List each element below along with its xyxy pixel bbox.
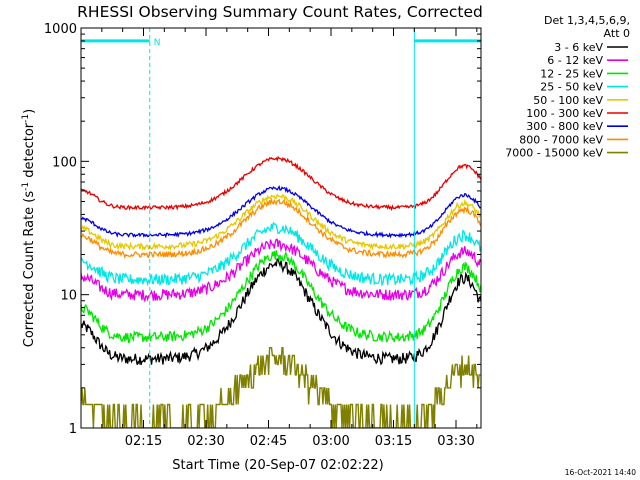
legend-label-0: 3 - 6 keV (554, 41, 603, 54)
legend-label-8: 7000 - 15000 keV (505, 147, 603, 160)
plot-frame (80, 27, 482, 429)
y-axis-label-end: ) (22, 109, 37, 114)
x-tick-label-5: 03:30 (437, 434, 474, 449)
footer-timestamp: 16-Oct-2021 14:40 (565, 468, 636, 477)
legend-label-3: 25 - 50 keV (540, 81, 603, 94)
legend-header-detectors: Det 1,3,4,5,6,9, (544, 14, 630, 27)
y-axis-label: Corrected Count Rate (s-1 detector-1) (21, 109, 37, 347)
y-axis-label-mid: detector (22, 122, 37, 182)
legend-label-1: 6 - 12 keV (547, 54, 603, 67)
x-tick-label-4: 03:15 (375, 434, 412, 449)
y-axis-label-sup1: -1 (21, 182, 31, 191)
y-tick-label-2: 100 (52, 155, 77, 170)
x-tick-label-0: 02:15 (125, 434, 162, 449)
y-tick-label-1: 10 (60, 289, 77, 304)
legend-label-6: 300 - 800 keV (526, 120, 603, 133)
series-line-8 (81, 347, 481, 428)
y-tick-label-0: 1 (69, 422, 77, 437)
y-tick-label-3: 1000 (44, 22, 77, 37)
legend-label-2: 12 - 25 keV (540, 67, 603, 80)
y-axis-label-sup2: -1 (21, 114, 31, 123)
legend-label-7: 800 - 7000 keV (519, 133, 603, 146)
x-tick-label-1: 02:30 (187, 434, 224, 449)
axes: N 1 10 100 1000 02:15 02:30 02:45 03:00 03:15 03:3… (44, 22, 482, 449)
legend-label-5: 100 - 300 keV (526, 107, 603, 120)
chart-title: RHESSI Observing Summary Count Rates, Co… (77, 3, 483, 21)
night-marker-label: N (154, 38, 161, 48)
x-tick-label-3: 03:00 (312, 434, 349, 449)
x-axis-label: Start Time (20-Sep-07 02:02:22) (172, 458, 383, 473)
legend-label-4: 50 - 100 keV (533, 94, 603, 107)
y-axis-label-main: Corrected Count Rate (s (22, 191, 37, 348)
legend-header-attenuator: Att 0 (604, 27, 630, 40)
x-tick-label-2: 02:45 (250, 434, 287, 449)
